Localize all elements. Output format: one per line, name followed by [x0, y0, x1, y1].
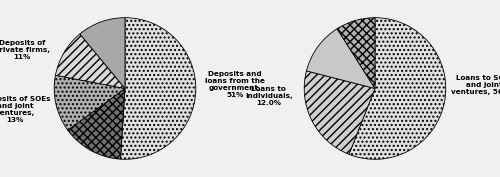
Wedge shape: [120, 18, 196, 159]
Text: Deposits of
private firms,
11%: Deposits of private firms, 11%: [0, 40, 50, 59]
Wedge shape: [337, 18, 375, 88]
Wedge shape: [306, 29, 375, 88]
Text: Loans to
individuals,
12.0%: Loans to individuals, 12.0%: [245, 86, 292, 105]
Wedge shape: [54, 75, 125, 130]
Wedge shape: [80, 18, 125, 88]
Wedge shape: [349, 18, 446, 159]
Text: Deposits and
loans from the
government,
51%: Deposits and loans from the government, …: [205, 72, 264, 98]
Wedge shape: [68, 88, 125, 159]
Wedge shape: [304, 71, 375, 154]
Text: Deposits of SOEs
and joint
ventures,
13%: Deposits of SOEs and joint ventures, 13%: [0, 96, 50, 123]
Wedge shape: [56, 34, 125, 88]
Text: Loans to SOEs
and joint
ventures, 56.0%: Loans to SOEs and joint ventures, 56.0%: [451, 75, 500, 95]
